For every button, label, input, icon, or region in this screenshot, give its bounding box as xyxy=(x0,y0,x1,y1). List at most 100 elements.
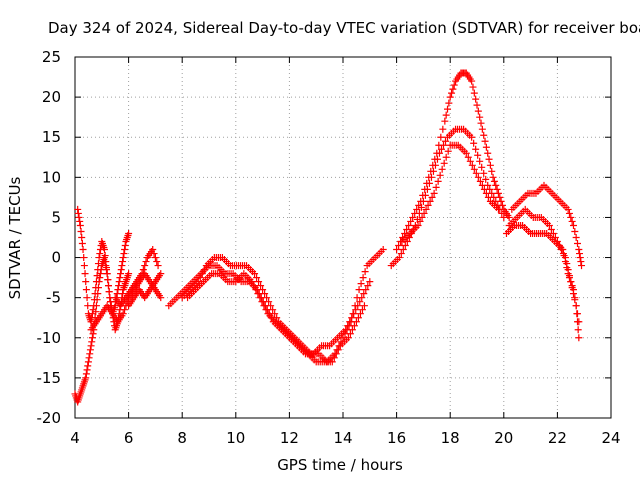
y-tick-label: -15 xyxy=(37,369,62,387)
data-point xyxy=(350,310,358,318)
data-point xyxy=(151,254,159,262)
data-point xyxy=(80,262,88,270)
data-point xyxy=(564,270,572,278)
data-point xyxy=(434,177,442,185)
y-tick-label: 20 xyxy=(42,88,61,106)
data-point xyxy=(568,217,576,225)
data-point xyxy=(567,278,575,286)
data-point xyxy=(449,85,457,93)
data-point xyxy=(407,217,415,225)
data-point xyxy=(105,282,112,290)
x-tick-label: 8 xyxy=(177,429,187,447)
data-point xyxy=(462,149,470,157)
data-point xyxy=(578,262,586,270)
data-point xyxy=(115,278,123,286)
data-point xyxy=(437,145,445,153)
data-point xyxy=(545,221,553,229)
data-point xyxy=(444,105,452,113)
data-point xyxy=(96,250,104,258)
data-point xyxy=(431,161,439,169)
data-point xyxy=(142,258,150,266)
data-point xyxy=(78,240,86,248)
data-point xyxy=(572,302,580,310)
data-point xyxy=(121,242,129,250)
series-track-i xyxy=(393,69,513,254)
y-axis-label: SDTVAR / TECUs xyxy=(6,176,24,299)
data-point xyxy=(86,346,94,354)
data-point xyxy=(90,302,98,310)
data-point xyxy=(482,175,490,183)
data-point xyxy=(114,286,122,294)
data-point xyxy=(84,302,92,310)
data-point xyxy=(82,278,90,286)
data-point xyxy=(120,250,128,258)
data-point xyxy=(334,346,342,354)
data-point xyxy=(490,177,498,185)
data-point xyxy=(401,242,409,250)
data-point xyxy=(88,334,96,342)
data-point xyxy=(364,282,372,290)
data-point xyxy=(484,149,492,157)
data-point xyxy=(574,240,581,248)
data-point xyxy=(119,254,127,262)
data-point xyxy=(138,270,146,278)
data-point xyxy=(258,298,266,306)
data-point xyxy=(417,203,425,211)
data-point xyxy=(420,209,428,217)
data-point xyxy=(473,101,481,109)
series-track-d xyxy=(111,246,162,310)
data-point xyxy=(90,296,98,304)
data-point xyxy=(429,167,437,175)
data-point xyxy=(498,209,506,217)
data-point xyxy=(94,266,102,274)
data-point xyxy=(403,225,411,233)
data-point xyxy=(328,358,336,366)
data-point xyxy=(476,113,484,121)
series-track-a xyxy=(71,254,133,406)
data-point xyxy=(348,326,356,334)
data-point xyxy=(480,185,488,193)
data-point xyxy=(442,153,450,161)
data-point xyxy=(476,177,484,185)
data-point xyxy=(442,111,450,119)
data-point xyxy=(439,125,447,133)
data-point xyxy=(89,330,97,338)
x-tick-label: 6 xyxy=(124,429,134,447)
data-point xyxy=(157,270,165,278)
data-point xyxy=(87,342,95,350)
data-point xyxy=(354,302,362,310)
data-point xyxy=(430,189,438,197)
data-point xyxy=(470,139,478,147)
data-point xyxy=(84,362,92,370)
data-point xyxy=(251,270,259,278)
x-tick-label: 14 xyxy=(333,429,352,447)
y-tick-label: 25 xyxy=(42,48,61,66)
data-point xyxy=(119,258,127,266)
data-point xyxy=(477,119,485,127)
data-point xyxy=(117,270,125,278)
y-tick-label: 5 xyxy=(51,208,61,226)
data-point xyxy=(468,77,476,85)
data-point xyxy=(257,282,265,290)
data-point xyxy=(92,278,100,286)
data-point xyxy=(441,117,449,125)
data-point xyxy=(569,286,577,294)
data-point xyxy=(393,246,401,254)
data-point xyxy=(362,286,370,294)
data-point xyxy=(379,246,387,254)
data-point xyxy=(121,246,129,254)
data-point xyxy=(426,197,434,205)
x-tick-label: 12 xyxy=(280,429,299,447)
data-point xyxy=(413,205,421,213)
data-point xyxy=(559,246,567,254)
data-point xyxy=(103,270,111,278)
data-point xyxy=(253,274,261,282)
data-point xyxy=(252,286,260,294)
data-point xyxy=(436,171,444,179)
series-track-l xyxy=(508,181,586,270)
x-tick-label: 10 xyxy=(226,429,245,447)
data-point xyxy=(485,155,493,163)
data-point xyxy=(121,306,129,314)
x-tick-label: 4 xyxy=(70,429,80,447)
y-tick-label: -5 xyxy=(46,289,61,307)
